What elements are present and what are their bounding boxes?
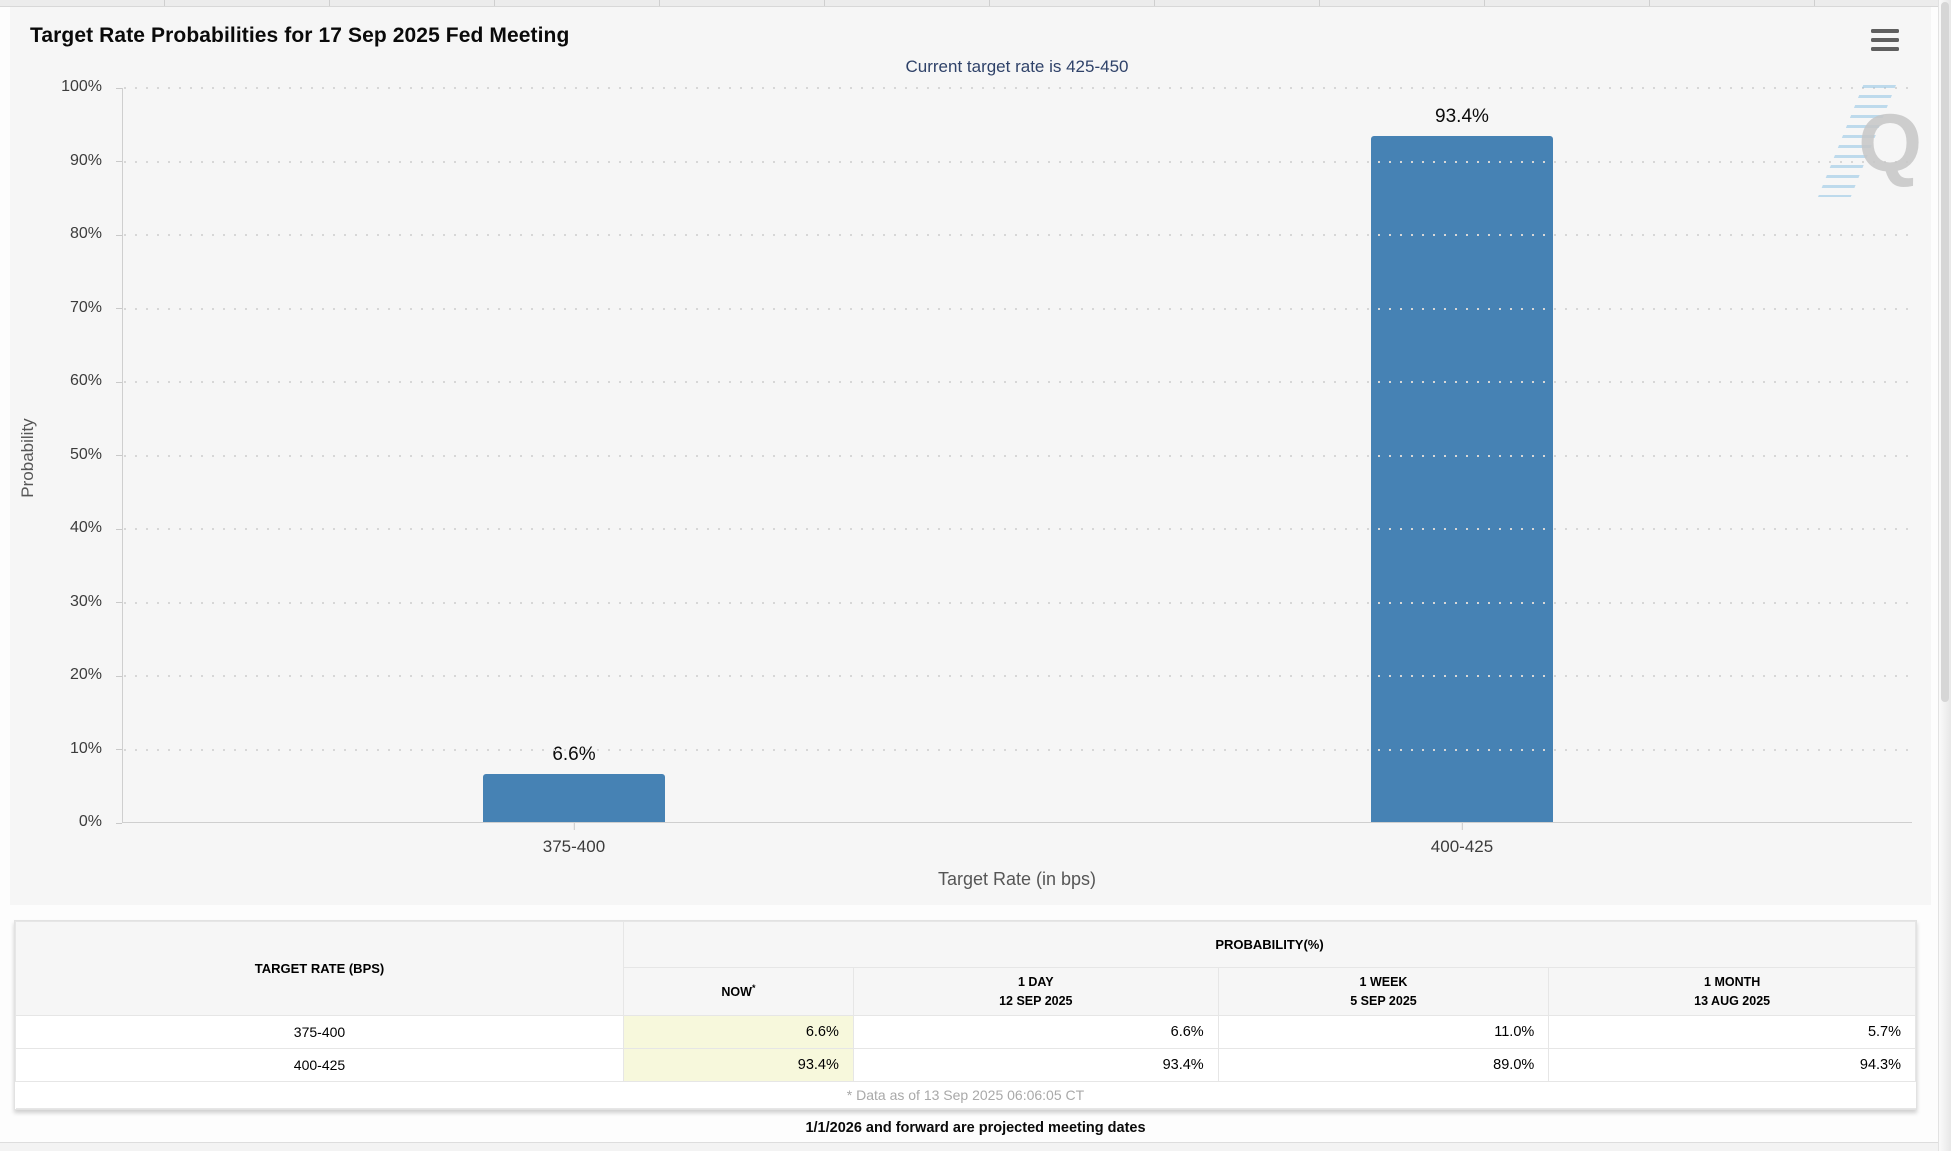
y-axis-tick-label: 0% <box>78 813 102 830</box>
y-gridline <box>124 748 1912 751</box>
y-tick-mark <box>116 234 122 236</box>
col-header-line1: 1 DAY <box>1017 975 1054 990</box>
y-tick-mark <box>116 381 122 383</box>
bar-400-425[interactable] <box>1370 135 1553 822</box>
col-header-line1: 1 WEEK <box>1359 975 1408 990</box>
clipped-bottom-edge <box>0 1142 1951 1151</box>
y-axis-tick-label: 30% <box>69 592 102 610</box>
table-row-375-400: 375-400 6.6% 6.6% 11.0% 5.7% <box>15 1015 1916 1049</box>
chart-title: Target Rate Probabilities for 17 Sep 202… <box>30 24 570 47</box>
x-tick-mark <box>573 823 575 830</box>
probability-chart-panel: Target Rate Probabilities for 17 Sep 202… <box>10 7 1931 905</box>
y-tick-mark <box>116 675 122 677</box>
one-week-probability-cell: 89.0% <box>1217 1048 1550 1082</box>
one-day-probability-cell: 6.6% <box>852 1015 1219 1049</box>
menu-bar <box>1871 29 1899 33</box>
col-header-line1: 1 MONTH <box>1704 975 1761 990</box>
y-axis-tick-label: 40% <box>69 519 102 536</box>
bar-375-400[interactable] <box>482 773 665 822</box>
col-header-1-month: 1 MONTH 13 AUG 2025 <box>1548 967 1916 1016</box>
y-axis-title: Probability <box>18 418 37 498</box>
table-row-400-425: 400-425 93.4% 93.4% 89.0% 94.3% <box>15 1048 1916 1082</box>
y-axis-line <box>122 88 123 823</box>
y-gridline <box>124 87 1912 89</box>
y-gridline <box>124 381 1912 383</box>
hamburger-menu-icon[interactable] <box>1871 29 1899 51</box>
y-axis-tick-label: 100% <box>61 78 102 95</box>
y-axis-tick-label: 70% <box>69 298 102 316</box>
x-category-label: 375-400 <box>542 837 606 856</box>
one-month-probability-cell: 5.7% <box>1548 1015 1916 1049</box>
footnote-asterisk: * <box>751 982 756 993</box>
bar-value-label: 6.6% <box>552 743 596 765</box>
scrollbar-thumb[interactable] <box>1941 2 1949 702</box>
col-header-target-rate: TARGET RATE (BPS) <box>15 921 624 1016</box>
clipped-top-table-edge <box>0 0 1951 7</box>
y-tick-mark <box>116 455 122 456</box>
y-tick-mark <box>116 87 122 89</box>
col-header-probability-group: PROBABILITY(%) <box>623 921 1916 968</box>
one-day-probability-cell: 93.4% <box>852 1048 1219 1082</box>
y-tick-mark <box>116 749 122 750</box>
menu-bar <box>1871 38 1899 42</box>
col-header-1-day: 1 DAY 12 SEP 2025 <box>852 967 1219 1016</box>
x-tick-mark <box>1461 823 1463 830</box>
y-tick-mark <box>116 528 122 530</box>
y-tick-mark <box>116 602 122 603</box>
x-category-375-400: 375-400 <box>543 823 605 857</box>
y-axis-tick-label: 80% <box>69 225 102 242</box>
y-axis-tick-label: 10% <box>69 739 102 757</box>
col-header-1-week: 1 WEEK 5 SEP 2025 <box>1217 967 1550 1016</box>
menu-bar <box>1871 47 1899 51</box>
y-axis-tick-label: 20% <box>69 666 102 683</box>
y-gridline <box>124 454 1912 457</box>
plot-area: 6.6% 93.4% 375-400 400-425 <box>116 87 1912 856</box>
y-tick-mark <box>116 161 122 162</box>
now-probability-cell: 6.6% <box>623 1015 854 1049</box>
x-category-400-425: 400-425 <box>1431 823 1493 857</box>
probability-table-panel: TARGET RATE (BPS) PROBABILITY(%) NOW* 1 … <box>14 920 1917 1110</box>
one-month-probability-cell: 94.3% <box>1548 1048 1916 1082</box>
y-gridline <box>124 307 1912 310</box>
col-header-line2: 12 SEP 2025 <box>999 993 1073 1008</box>
y-gridline <box>124 160 1912 163</box>
col-header-line2: 5 SEP 2025 <box>1350 993 1417 1008</box>
probability-table: TARGET RATE (BPS) PROBABILITY(%) NOW* 1 … <box>15 921 1916 1109</box>
one-week-probability-cell: 11.0% <box>1217 1015 1550 1049</box>
y-tick-mark <box>116 822 122 824</box>
projected-meeting-dates-note: 1/1/2026 and forward are projected meeti… <box>805 1120 1146 1136</box>
y-gridline <box>124 675 1912 677</box>
vertical-scrollbar[interactable] <box>1938 0 1951 1151</box>
rate-cell: 375-400 <box>15 1015 624 1049</box>
y-axis-tick-label: 60% <box>69 372 102 389</box>
plot-area-wrap: 6.6% 93.4% 375-400 400-425 <box>116 87 1912 856</box>
now-probability-cell: 93.4% <box>623 1048 854 1082</box>
y-axis-tick-labels: 0% 10% 20% 30% 40% 50% 60% 70% 80% 90% 100% <box>10 78 112 830</box>
chart-subtitle: Current target rate is 425-450 <box>905 57 1129 76</box>
y-axis-tick-label: 50% <box>69 445 102 463</box>
col-header-now: NOW* <box>623 967 854 1016</box>
y-tick-mark <box>116 308 122 309</box>
col-header-line2: 13 AUG 2025 <box>1694 993 1771 1008</box>
y-axis-tick-label: 90% <box>69 151 102 169</box>
y-gridline <box>124 601 1912 604</box>
col-header-now-label: NOW <box>721 985 752 1000</box>
y-gridline <box>124 528 1912 530</box>
x-axis-line <box>122 822 1912 823</box>
x-axis-title: Target Rate (in bps) <box>937 869 1097 889</box>
rate-cell: 400-425 <box>15 1048 624 1082</box>
bar-value-label: 93.4% <box>1435 105 1489 127</box>
y-gridline <box>124 234 1912 236</box>
data-as-of-footnote: * Data as of 13 Sep 2025 06:06:05 CT <box>15 1081 1916 1109</box>
x-category-label: 400-425 <box>1430 837 1494 856</box>
